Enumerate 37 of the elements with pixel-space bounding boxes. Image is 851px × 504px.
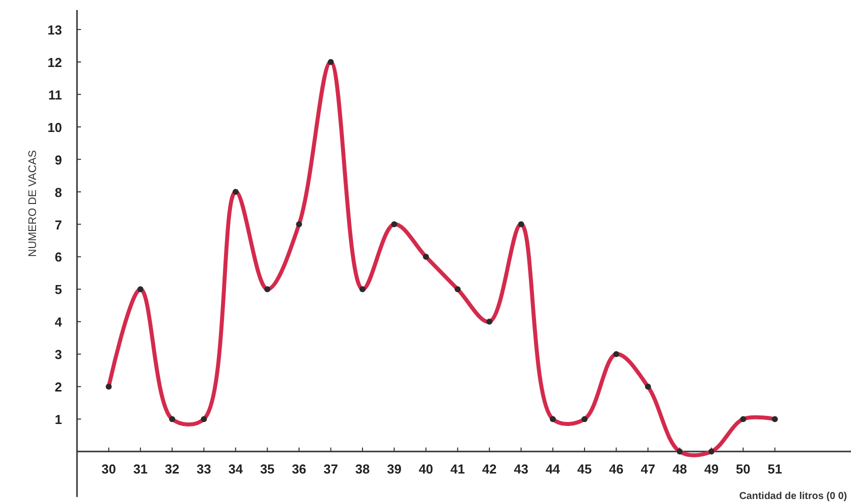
x-tick-label: 39 <box>386 462 402 477</box>
y-tick-label: 5 <box>54 282 62 298</box>
x-tick-label: 31 <box>133 462 148 477</box>
y-tick-label: 4 <box>54 314 63 330</box>
x-tick-label: 48 <box>672 462 687 477</box>
y-tick-label: 8 <box>54 184 62 200</box>
x-tick-label: 34 <box>228 462 244 477</box>
x-tick-label: 51 <box>768 462 782 477</box>
x-tick-label: 35 <box>260 462 275 477</box>
x-tick-label: 40 <box>418 462 434 477</box>
y-tick-label: 11 <box>48 87 62 102</box>
x-tick-label: 50 <box>736 462 750 477</box>
y-tick-label: 1 <box>54 412 62 428</box>
x-tick-label: 43 <box>514 462 528 477</box>
x-tick-label: 30 <box>101 462 116 477</box>
x-tick-label: 36 <box>292 462 306 477</box>
x-tick-label: 38 <box>355 462 370 477</box>
x-tick-label: 32 <box>164 462 180 477</box>
x-tick-label: 42 <box>482 462 497 477</box>
y-tick-label: 3 <box>54 347 62 362</box>
x-tick-label: 37 <box>324 462 338 477</box>
y-tick-label: 2 <box>54 380 62 395</box>
x-tick-label: 44 <box>546 462 561 477</box>
x-axis-title: Cantidad de litros (0 0) <box>739 491 847 502</box>
y-tick-label: 7 <box>54 217 62 232</box>
x-tick-label: 46 <box>609 462 624 477</box>
y-axis-title: NUMERO DE VACAS <box>27 150 39 257</box>
y-tick-label: 12 <box>48 54 62 70</box>
x-tick-label: 41 <box>450 462 465 477</box>
y-tick-label: 6 <box>54 250 62 265</box>
x-tick-label: 33 <box>196 462 212 477</box>
y-tick-label: 10 <box>48 120 62 135</box>
x-tick-label: 47 <box>640 462 656 477</box>
x-tick-label: 45 <box>577 462 592 477</box>
y-tick-label: 9 <box>54 152 62 168</box>
x-tick-label: 49 <box>704 462 719 477</box>
y-tick-label: 13 <box>48 22 62 38</box>
